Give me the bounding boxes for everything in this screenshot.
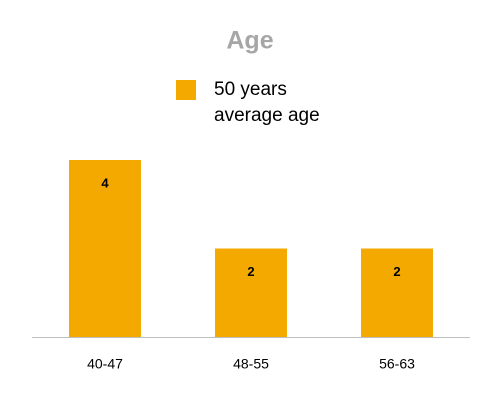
x-tick-label: 56-63 (379, 356, 415, 372)
x-tick-label: 48-55 (233, 356, 269, 372)
value-label: 2 (247, 264, 254, 279)
value-label: 2 (393, 264, 400, 279)
value-label: 4 (101, 175, 109, 190)
chart-title: Age (226, 27, 273, 55)
legend-label: 50 years average age (214, 79, 320, 126)
bar (361, 248, 433, 337)
legend-swatch (176, 80, 196, 100)
x-tick-label: 40-47 (87, 356, 123, 372)
bar (215, 248, 287, 337)
bar (69, 160, 141, 337)
